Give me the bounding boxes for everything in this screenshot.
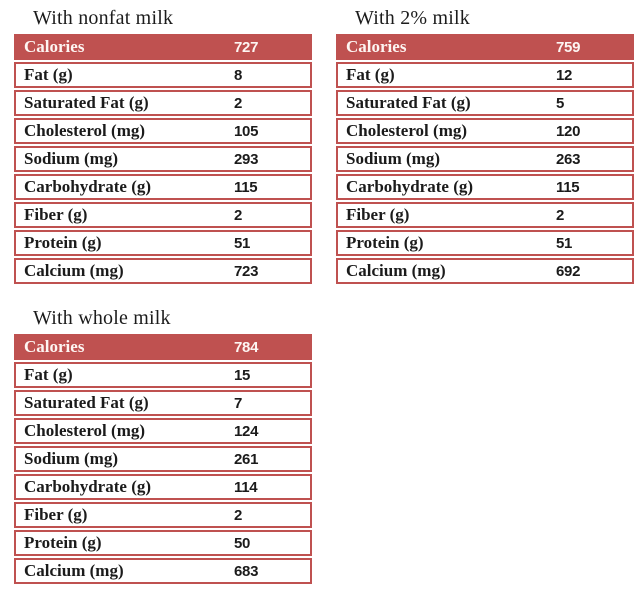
table-row: Fat (g) 15 xyxy=(14,362,312,388)
nutrient-value: 50 xyxy=(234,535,251,552)
nutrient-label: Fat (g) xyxy=(24,365,73,384)
table-row: Fiber (g) 2 xyxy=(336,202,634,228)
table-row: Sodium (mg) 293 xyxy=(14,146,312,172)
nutrient-value: 51 xyxy=(234,235,251,252)
table-row: Cholesterol (mg) 105 xyxy=(14,118,312,144)
table-row: Fat (g) 12 xyxy=(336,62,634,88)
nutrient-value: 15 xyxy=(234,367,251,384)
calories-header-label: Calories xyxy=(346,37,407,56)
nutrient-value: 2 xyxy=(234,95,243,112)
table-row: Sodium (mg) 263 xyxy=(336,146,634,172)
nutrient-value: 692 xyxy=(556,263,581,280)
nutrient-value: 261 xyxy=(234,451,259,468)
nutrient-value: 5 xyxy=(556,95,565,112)
nutrient-label: Saturated Fat (g) xyxy=(24,393,149,412)
nutrient-label: Fiber (g) xyxy=(24,505,88,524)
nutrient-value: 115 xyxy=(234,179,258,196)
table-title-whole-milk: With whole milk xyxy=(33,307,171,329)
nutrient-value: 293 xyxy=(234,151,259,168)
table-row: Carbohydrate (g) 115 xyxy=(336,174,634,200)
nutrient-label: Protein (g) xyxy=(24,533,102,552)
nutrient-value: 124 xyxy=(234,423,259,440)
nutrient-label: Fiber (g) xyxy=(24,205,88,224)
nutrient-label: Calcium (mg) xyxy=(24,261,124,280)
table-row: Carbohydrate (g) 114 xyxy=(14,474,312,500)
whole-milk-table: Calories 784 Fat (g) 15 Saturated Fat (g… xyxy=(14,334,312,584)
nutrient-value: 7 xyxy=(234,395,243,412)
whole-milk-table-section: With whole milk Calories 784 Fat (g) 15 … xyxy=(14,306,312,584)
nutrient-value: 2 xyxy=(234,507,243,524)
nutrient-label: Sodium (mg) xyxy=(24,149,118,168)
table-header-row: Calories 784 xyxy=(14,334,312,360)
table-row: Protein (g) 51 xyxy=(14,230,312,256)
nutrient-label: Cholesterol (mg) xyxy=(346,121,468,140)
nutrient-label: Calcium (mg) xyxy=(346,261,446,280)
nutrient-value: 2 xyxy=(234,207,243,224)
nutrient-value: 723 xyxy=(234,263,259,280)
table-row: Carbohydrate (g) 115 xyxy=(14,174,312,200)
nutrient-value: 105 xyxy=(234,123,259,140)
table-header-row: Calories 727 xyxy=(14,34,312,60)
two-percent-milk-table-section: With 2% milk Calories 759 Fat (g) 12 Sat… xyxy=(336,6,634,284)
table-row: Protein (g) 50 xyxy=(14,530,312,556)
table-row: Calcium (mg) 692 xyxy=(336,258,634,284)
nutrient-value: 2 xyxy=(556,207,565,224)
nonfat-milk-table-section: With nonfat milk Calories 727 Fat (g) 8 … xyxy=(14,6,312,284)
nutrient-label: Carbohydrate (g) xyxy=(24,177,152,196)
nutrient-label: Carbohydrate (g) xyxy=(346,177,474,196)
nutrient-label: Calcium (mg) xyxy=(24,561,124,580)
nutrient-value: 263 xyxy=(556,151,581,168)
table-row: Cholesterol (mg) 120 xyxy=(336,118,634,144)
nutrient-label: Fat (g) xyxy=(346,65,395,84)
nutrient-value: 114 xyxy=(234,479,258,496)
table-row: Saturated Fat (g) 7 xyxy=(14,390,312,416)
nutrient-label: Cholesterol (mg) xyxy=(24,421,146,440)
nutrient-label: Fiber (g) xyxy=(346,205,410,224)
nutrient-label: Cholesterol (mg) xyxy=(24,121,146,140)
table-row: Calcium (mg) 683 xyxy=(14,558,312,584)
nutrient-value: 8 xyxy=(234,67,243,84)
calories-header-value: 759 xyxy=(556,39,581,56)
nonfat-milk-table: Calories 727 Fat (g) 8 Saturated Fat (g)… xyxy=(14,34,312,284)
nutrient-label: Saturated Fat (g) xyxy=(24,93,149,112)
nutrient-label: Sodium (mg) xyxy=(346,149,440,168)
nutrient-value: 120 xyxy=(556,123,581,140)
table-title-2-percent-milk: With 2% milk xyxy=(355,7,470,29)
table-header-row: Calories 759 xyxy=(336,34,634,60)
table-row: Fiber (g) 2 xyxy=(14,502,312,528)
nutrient-label: Saturated Fat (g) xyxy=(346,93,471,112)
calories-header-value: 784 xyxy=(234,339,259,356)
table-title-nonfat-milk: With nonfat milk xyxy=(33,7,174,29)
table-row: Saturated Fat (g) 2 xyxy=(14,90,312,116)
nutrient-value: 683 xyxy=(234,563,259,580)
nutrient-label: Protein (g) xyxy=(24,233,102,252)
table-row: Saturated Fat (g) 5 xyxy=(336,90,634,116)
table-row: Fat (g) 8 xyxy=(14,62,312,88)
nutrient-value: 115 xyxy=(556,179,580,196)
nutrient-value: 51 xyxy=(556,235,573,252)
two-percent-milk-table: Calories 759 Fat (g) 12 Saturated Fat (g… xyxy=(336,34,634,284)
table-row: Sodium (mg) 261 xyxy=(14,446,312,472)
nutrient-label: Sodium (mg) xyxy=(24,449,118,468)
table-row: Calcium (mg) 723 xyxy=(14,258,312,284)
calories-header-label: Calories xyxy=(24,337,85,356)
table-row: Fiber (g) 2 xyxy=(14,202,312,228)
calories-header-value: 727 xyxy=(234,39,259,56)
nutrient-value: 12 xyxy=(556,67,573,84)
nutrient-label: Protein (g) xyxy=(346,233,424,252)
calories-header-label: Calories xyxy=(24,37,85,56)
table-row: Protein (g) 51 xyxy=(336,230,634,256)
nutrient-label: Carbohydrate (g) xyxy=(24,477,152,496)
table-row: Cholesterol (mg) 124 xyxy=(14,418,312,444)
nutrient-label: Fat (g) xyxy=(24,65,73,84)
